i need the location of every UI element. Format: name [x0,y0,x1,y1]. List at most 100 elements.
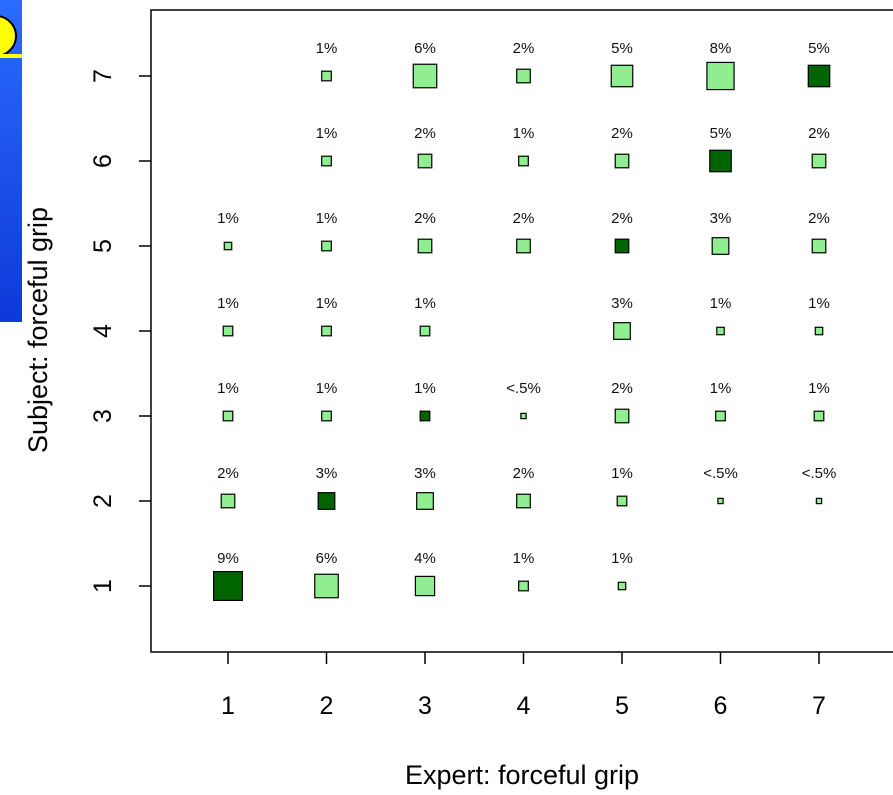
data-label: 1% [710,295,732,312]
data-label: 1% [808,380,830,397]
data-square [417,153,433,169]
data-label: 2% [808,210,830,227]
x-tick-label: 5 [615,692,629,720]
data-label: 3% [611,295,633,312]
data-square [416,492,434,510]
data-label: 1% [316,380,338,397]
data-label: 1% [611,465,633,482]
data-label: 3% [710,210,732,227]
data-label: 1% [217,210,239,227]
x-tick-label: 7 [812,692,826,720]
x-tick-label: 3 [418,692,432,720]
data-square [807,64,831,88]
data-square [213,570,244,601]
data-label: 1% [217,295,239,312]
data-label: 5% [611,40,633,57]
data-square [811,238,827,254]
data-label: 1% [316,125,338,142]
data-square [317,492,336,510]
data-label: 1% [316,210,338,227]
data-square [516,493,531,509]
data-label: 1% [217,380,239,397]
y-tick-label: 5 [89,239,117,253]
data-square [617,581,627,591]
y-axis-title: Subject: forceful grip [23,207,53,453]
slide-background-gradient [0,0,22,322]
y-tick-label: 2 [89,494,117,508]
data-square [321,410,332,422]
data-square [414,575,436,597]
data-square [321,70,332,82]
x-tick-label: 1 [221,692,235,720]
data-square [610,64,634,88]
data-square [314,573,339,599]
data-square [711,237,730,255]
y-tick-label: 4 [89,324,117,338]
data-label: 8% [710,40,732,57]
data-label: 1% [513,125,535,142]
data-label: 2% [611,380,633,397]
y-tick-label: 1 [89,579,117,593]
data-square [419,410,431,422]
y-tick-label: 7 [89,69,117,83]
data-square [412,63,438,89]
data-label: <.5% [506,380,541,397]
x-tick-label: 2 [320,692,334,720]
data-label: 2% [513,210,535,227]
data-label: <.5% [802,465,837,482]
data-label: 2% [513,465,535,482]
y-tick-label: 3 [89,409,117,423]
data-square [321,155,332,167]
data-labels: 9% 6% 4% 1% 1% 2% 3% 3% 2% 1% <.5% <.5% 1% 1% 1% <.5% 2%… [217,40,836,567]
data-square [516,238,531,254]
data-square [417,238,433,254]
data-label: <.5% [703,465,738,482]
data-square [616,495,628,507]
data-square [614,408,630,424]
data-label: 2% [414,210,436,227]
data-square [813,410,825,422]
data-label: 6% [316,550,338,567]
data-label: 1% [513,550,535,567]
data-square [715,410,726,422]
data-label: 2% [808,125,830,142]
data-label: 2% [611,210,633,227]
data-label: 1% [710,380,732,397]
data-square [717,497,724,505]
data-square [814,326,824,336]
data-label: 1% [316,40,338,57]
data-square [223,241,233,251]
data-label: 6% [414,40,436,57]
data-square [706,61,735,91]
data-square [222,325,234,337]
data-square [321,325,332,337]
data-square [222,410,234,422]
slide-background-panel [0,0,22,322]
data-square [815,497,823,505]
data-label: 4% [414,550,436,567]
x-tick-label: 4 [517,692,531,720]
data-label: 3% [316,465,338,482]
data-label: 1% [808,295,830,312]
data-square [220,493,236,509]
data-label: 3% [414,465,436,482]
y-tick-label: 6 [89,154,117,168]
logo-underline [0,54,22,58]
data-label: 1% [414,295,436,312]
logo-circle-icon [0,15,17,57]
data-square [321,240,332,252]
data-label: 2% [414,125,436,142]
x-axis-title: Expert: forceful grip [405,760,639,790]
data-squares [213,61,831,601]
data-label: 2% [217,465,239,482]
data-square [518,580,529,592]
data-label: 1% [414,380,436,397]
data-label: 1% [316,295,338,312]
data-square [419,325,431,337]
data-square [811,153,827,169]
data-label: 9% [217,550,239,567]
data-square [614,238,630,254]
data-square [709,149,732,173]
y-axis: 1 2 3 4 5 6 7 [89,69,151,593]
x-axis: 1 2 3 4 5 6 7 [221,652,826,720]
